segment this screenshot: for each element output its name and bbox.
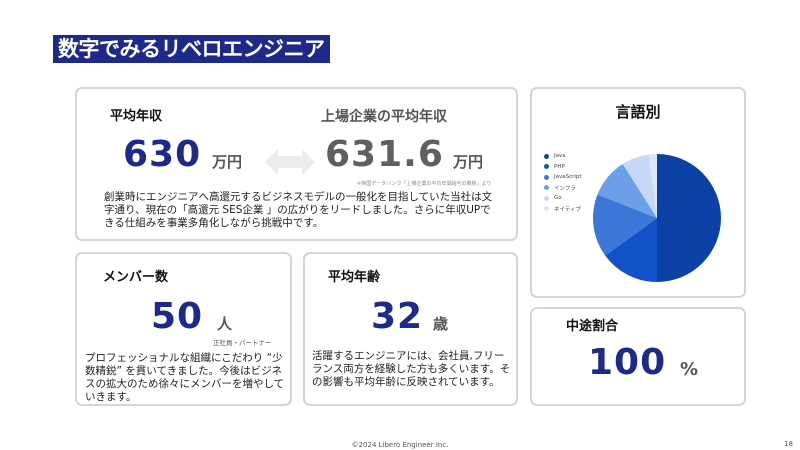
- chart-legend: Java PHP JavaScript インフラ Go ネイティブ: [544, 151, 582, 214]
- legend-item: インフラ: [544, 183, 582, 194]
- midcareer-label: 中途割合: [566, 319, 619, 334]
- age-unit: 歳: [433, 315, 449, 333]
- members-label: メンバー数: [103, 270, 169, 285]
- language-pie-chart: [593, 154, 721, 282]
- listed-salary-unit: 万円: [453, 153, 484, 171]
- legend-label: JavaScript: [554, 174, 582, 181]
- legend-swatch: [544, 153, 549, 159]
- legend-label: ネイティブ: [554, 206, 582, 213]
- source-note: ※帝国データバンク「上場企業の平均年間給与の推移」より: [357, 181, 492, 187]
- legend-swatch: [544, 174, 549, 180]
- legend-swatch: [544, 185, 549, 191]
- age-value: 32: [371, 296, 424, 337]
- legend-item: Java: [544, 151, 582, 162]
- legend-label: PHP: [554, 163, 565, 170]
- chart-title: 言語別: [615, 103, 661, 121]
- members-sub: 正社員・パートナー: [213, 339, 272, 347]
- age-description: 活躍するエンジニアには、会社員,フリーランス両方を経験した方も多くいます。その影…: [312, 350, 511, 388]
- legend-swatch: [544, 164, 549, 170]
- midcareer-unit: %: [680, 359, 699, 380]
- age-card: 平均年齢 32 歳 活躍するエンジニアには、会社員,フリーランス両方を経験した方…: [303, 252, 518, 406]
- legend-item: JavaScript: [544, 172, 582, 183]
- legend-label: Go: [554, 195, 562, 202]
- listed-salary-label: 上場企業の平均年収: [321, 109, 447, 125]
- salary-value: 630: [123, 134, 202, 175]
- salary-unit: 万円: [212, 153, 243, 171]
- pie-slice-0: [657, 154, 721, 282]
- legend-swatch: [544, 195, 549, 201]
- members-card: メンバー数 50 人 正社員・パートナー プロフェッショナルな組織にこだわり “…: [75, 252, 292, 406]
- pie-slice-4: [622, 154, 657, 218]
- pie-slice-5: [648, 154, 657, 218]
- salary-label: 平均年収: [110, 109, 163, 124]
- pie-slice-2: [593, 194, 657, 256]
- legend-item: PHP: [544, 162, 582, 173]
- midcareer-card: 中途割合 100 %: [530, 307, 746, 406]
- page-number: 18: [784, 440, 793, 448]
- page-title: 数字でみるリベロエンジニア: [53, 35, 330, 63]
- listed-salary-value: 631.6: [325, 134, 444, 175]
- age-label: 平均年齢: [328, 270, 381, 285]
- language-card: 言語別 Java PHP JavaScript インフラ Go ネイティブ: [530, 87, 746, 298]
- legend-swatch: [544, 206, 549, 212]
- double-arrow-icon: [265, 149, 315, 175]
- members-description: プロフェッショナルな組織にこだわり “少数精鋭” を貫いてきました。今後はビジネ…: [85, 352, 285, 403]
- pie-slice-1: [605, 218, 657, 282]
- members-unit: 人: [217, 315, 233, 333]
- salary-description: 創業時にエンジニアへ高還元するビジネスモデルの一般化を目指していた当社は文字通り…: [104, 191, 493, 229]
- footer-copyright: ©2024 Libero Engineer Inc.: [351, 441, 449, 449]
- members-value: 50: [151, 296, 204, 337]
- legend-label: インフラ: [554, 185, 576, 192]
- legend-label: Java: [554, 153, 566, 160]
- legend-item: ネイティブ: [544, 204, 582, 215]
- midcareer-value: 100: [588, 342, 667, 383]
- legend-item: Go: [544, 193, 582, 204]
- pie-slice-3: [597, 163, 657, 218]
- salary-card: 平均年収 630 万円 上場企業の平均年収 631.6 万円 ※帝国データバンク…: [75, 87, 518, 241]
